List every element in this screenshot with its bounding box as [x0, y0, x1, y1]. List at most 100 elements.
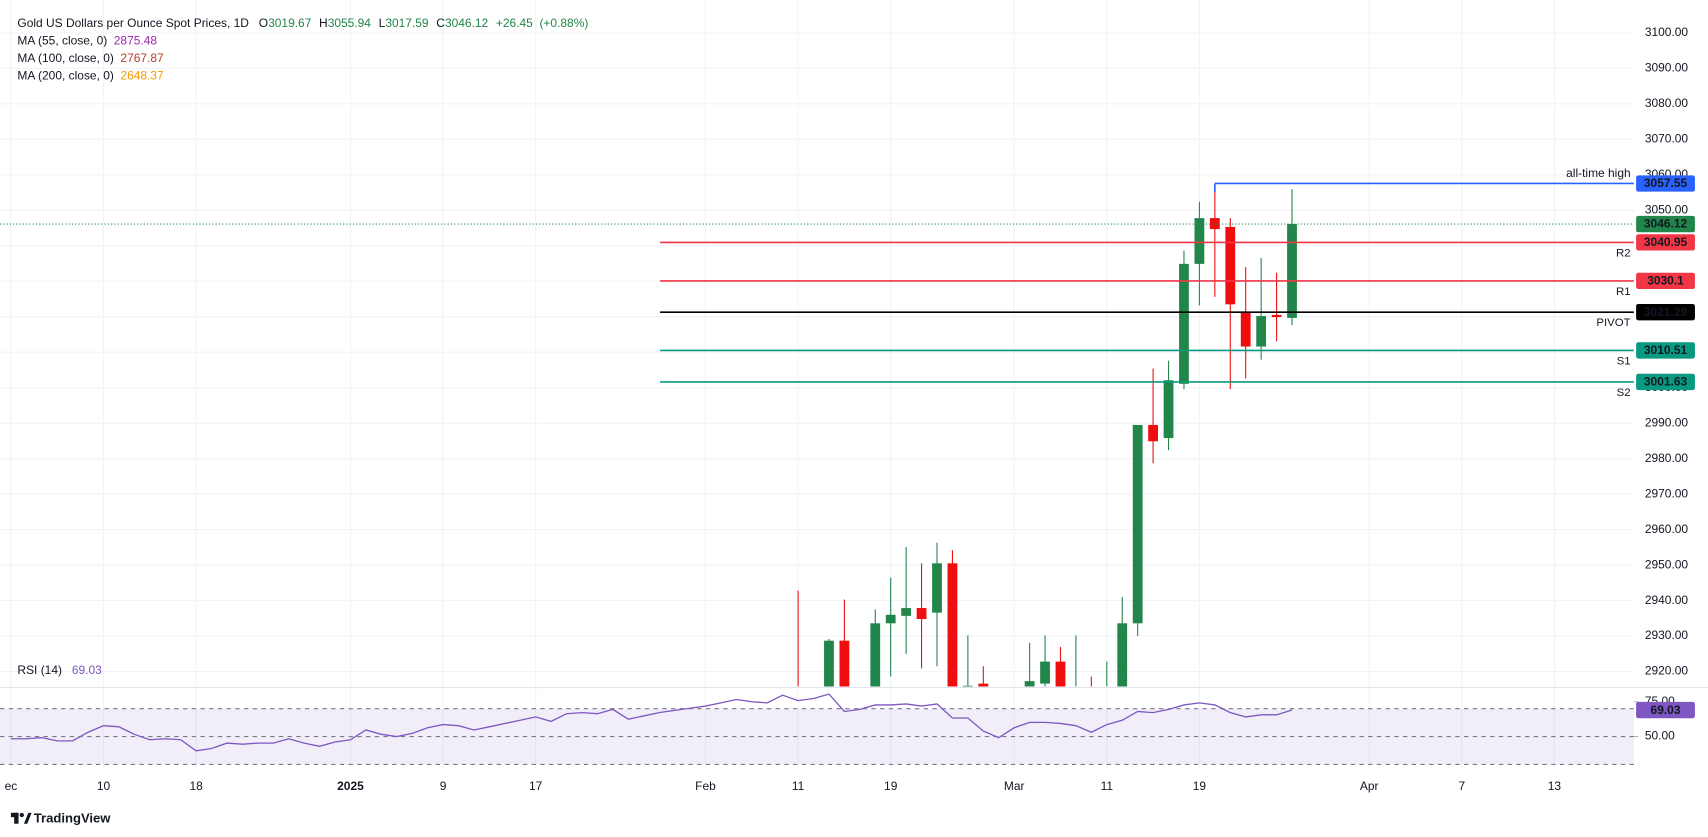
- grid: [0, 0, 1634, 769]
- candle-body: [916, 608, 927, 620]
- x-tick-label: Mar: [1004, 779, 1025, 793]
- ohlc-value: 3017.59: [385, 16, 429, 30]
- x-tick-label: ec: [5, 779, 18, 793]
- x-tick-label: 17: [529, 779, 543, 793]
- pivot-level-box: [1636, 234, 1695, 251]
- pivot-level-box-label: 3030.1: [1647, 274, 1684, 288]
- ma-value: 2875.48: [114, 34, 158, 48]
- candle-body: [839, 640, 850, 687]
- candle-body: [870, 623, 881, 687]
- pivot-level-box: [1636, 373, 1695, 391]
- candle-body: [1194, 218, 1205, 264]
- candle-body: [1117, 623, 1128, 687]
- candle-body: [901, 608, 912, 616]
- change-percent: (+0.88%): [539, 16, 588, 30]
- y-tick-label: 2970.00: [1645, 486, 1689, 500]
- ma-legend-entry: MA (55, close, 0) 2875.48: [17, 34, 157, 48]
- ohlc-letter: H: [319, 16, 328, 30]
- rsi-legend: RSI (14) 69.03: [17, 663, 102, 677]
- last-price-box-label: 3046.12: [1644, 217, 1688, 231]
- candle-body: [1240, 312, 1251, 347]
- rsi-y-tick-label: 50.00: [1645, 729, 1675, 743]
- candle-body: [978, 683, 989, 687]
- y-tick-label: 3070.00: [1645, 131, 1689, 145]
- candle-body: [1055, 661, 1066, 687]
- ma-value: 2648.37: [120, 69, 164, 83]
- pivot-level-name: PIVOT: [1596, 317, 1630, 329]
- ma-name: MA (200, close, 0): [17, 69, 113, 83]
- y-tick-label: 2940.00: [1645, 593, 1689, 607]
- candle-body: [962, 685, 973, 687]
- logo-part: [14, 812, 19, 824]
- y-tick-label: 2980.00: [1645, 451, 1689, 465]
- candle-body: [1024, 681, 1035, 687]
- logo-part: [23, 812, 32, 824]
- candle-body: [1287, 224, 1297, 318]
- candle-body: [1163, 380, 1174, 439]
- x-tick-label: 10: [97, 779, 111, 793]
- y-tick-label: 2990.00: [1645, 415, 1689, 429]
- ohlc-letter: O: [259, 16, 268, 30]
- x-tick-label: 19: [884, 779, 898, 793]
- pivot-level-name: R1: [1616, 286, 1631, 298]
- rsi-title: RSI (14): [17, 663, 62, 677]
- ohlc-value: 3019.67: [268, 16, 312, 30]
- candle-body: [1132, 424, 1143, 624]
- candle-body: [1209, 218, 1220, 230]
- pivot-level-box-label: 3021.29: [1644, 305, 1688, 319]
- chart-legend-header: Gold US Dollars per Ounce Spot Prices, 1…: [17, 16, 588, 30]
- candle-body: [824, 640, 834, 687]
- ohlc-letter: C: [436, 16, 445, 30]
- ma-legend-entry: MA (100, close, 0) 2767.87: [17, 51, 164, 65]
- pivot-level-name: S1: [1617, 355, 1631, 367]
- logo-part: [19, 812, 24, 818]
- x-tick-label: 7: [1458, 779, 1465, 793]
- all-time-high-box-label: 3057.55: [1644, 176, 1688, 190]
- pivot-level-name: R2: [1616, 247, 1631, 259]
- candle-body: [1179, 263, 1189, 384]
- y-tick-label: 2950.00: [1645, 557, 1689, 571]
- rsi-value-box-label: 69.03: [1651, 703, 1681, 717]
- brand: TradingView: [34, 810, 112, 825]
- candle-body: [1225, 226, 1236, 305]
- candle-body: [1148, 424, 1158, 442]
- candle-body: [885, 614, 896, 624]
- ma-legend-entry: MA (200, close, 0) 2648.37: [17, 69, 164, 83]
- x-tick-label: 13: [1548, 779, 1562, 793]
- candle-body: [932, 563, 942, 613]
- pivot-level-box-label: 3040.95: [1644, 235, 1688, 249]
- all-time-high-box: [1636, 175, 1695, 192]
- ohlc-value: 3055.94: [328, 16, 372, 30]
- ohlc-letter: L: [379, 16, 386, 30]
- pivot-level-box-label: 3001.63: [1644, 375, 1688, 389]
- chart-title: Gold US Dollars per Ounce Spot Prices, 1…: [17, 16, 249, 30]
- ma-value: 2767.87: [120, 51, 164, 65]
- ma-name: MA (55, close, 0): [17, 34, 107, 48]
- pivot-level-name: S2: [1617, 387, 1631, 399]
- change: +26.45: [496, 16, 533, 30]
- rsi-value: 69.03: [72, 663, 102, 677]
- rsi-line: [10, 693, 1293, 752]
- pivot-level-box: [1636, 342, 1695, 359]
- rsi-pane: [0, 693, 1634, 765]
- x-tick-label: 18: [189, 779, 203, 793]
- x-tick-label: Feb: [695, 779, 716, 793]
- y-tick-label: 3090.00: [1645, 61, 1689, 75]
- pivot-level-box-label: 3010.51: [1644, 343, 1688, 357]
- pivot-level-box: [1636, 303, 1695, 321]
- axes: 2920.00 2930.00 2940.00 2950.00 2960.00 2970.…: [5, 25, 1695, 793]
- y-tick-label: 3100.00: [1645, 25, 1689, 39]
- pivot-level-box: [1636, 272, 1695, 290]
- rsi-value-box: [1636, 701, 1695, 719]
- x-tick-label: 2025: [337, 779, 364, 793]
- candle-body: [1256, 316, 1267, 347]
- y-tick-label: 3080.00: [1645, 96, 1689, 110]
- all-time-high-label: all-time high: [1566, 166, 1631, 180]
- x-tick-label: 19: [1193, 779, 1207, 793]
- x-tick-label: Apr: [1360, 779, 1379, 793]
- y-tick-label: 2960.00: [1645, 522, 1689, 536]
- x-tick-label: 11: [1101, 779, 1114, 793]
- brand-logo: [10, 812, 32, 824]
